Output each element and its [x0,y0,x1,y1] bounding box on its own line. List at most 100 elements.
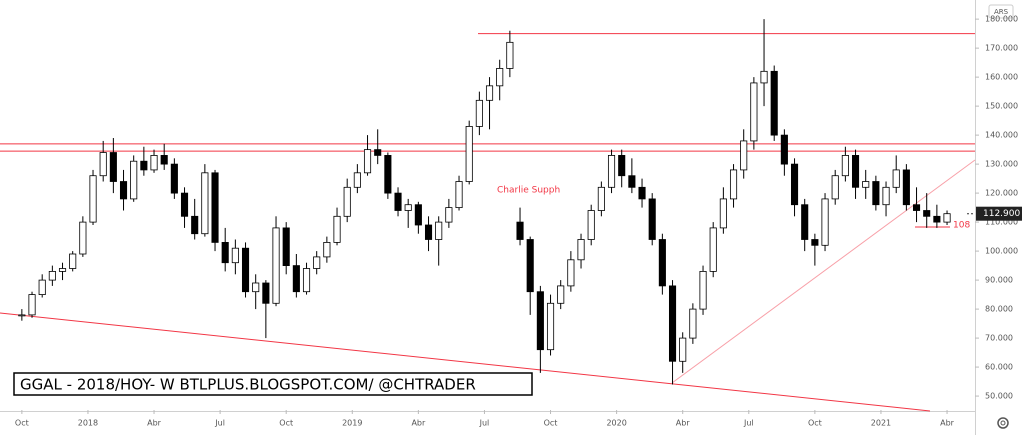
candle-body [48,271,56,281]
trend-line [671,159,976,384]
candle-body [760,70,768,84]
candle-body [69,253,77,269]
candle-body [424,224,433,240]
y-tick-label: 160.000 [985,73,1018,82]
candle-body [313,256,321,269]
candle-body [455,181,463,209]
settings-icon[interactable] [997,417,1009,429]
candle-body [282,227,290,267]
candle-body [770,70,778,136]
candle-body [58,268,67,272]
candle-body [496,68,504,87]
candle-body [28,294,36,316]
candle-body [587,210,595,240]
candle-body [923,210,931,217]
candle-body [435,221,443,240]
candle-body [231,247,239,264]
x-tick-label: Jul [214,419,225,428]
candle-body [933,215,941,223]
candle-body [679,337,687,362]
settings-gear[interactable] [997,417,1009,429]
y-tick-label: 50.000 [985,392,1013,401]
candle-body [658,239,666,287]
candle-body [729,169,738,200]
candle-body [109,152,117,182]
candle-body [384,155,392,194]
candle-body [38,279,46,295]
y-tick-label: 140.000 [985,131,1018,140]
candle-body [668,285,677,362]
x-tick-label: Oct [279,419,293,428]
candle-body [140,160,148,171]
y-tick-label: 110.000 [985,218,1018,227]
candle-body [892,169,900,188]
x-tick-label: Oct [15,419,29,428]
candle-body [618,155,626,177]
candle-body [191,215,199,235]
candle-body [465,126,473,182]
x-tick-label: Abr [940,419,955,428]
candle-body [394,192,402,211]
candle-body [211,172,219,243]
candle-body [536,291,544,351]
candle-body [567,259,575,287]
x-tick-label: Oct [544,419,558,428]
candle-body [546,302,555,351]
candle-body [862,181,870,188]
currency: ARS [994,8,1009,16]
candle-body [475,99,483,127]
candle-body [201,172,209,235]
candle-body [119,181,128,200]
candle-body [414,204,422,226]
candle-body [89,175,97,223]
candle-body [404,204,412,211]
candle-body [811,239,819,246]
candle-body [821,198,829,246]
x-tick-label: 2020 [606,419,626,428]
candle-body [912,204,921,211]
candle-body [851,155,860,188]
candle-body [353,172,361,188]
y-tick-label: 80.000 [985,305,1013,314]
candle-body [841,155,849,177]
candle-body [597,186,605,211]
candle-body [902,169,910,206]
x-tick-label: Abr [676,419,691,428]
candle-body [740,140,748,171]
candle-body [506,41,514,69]
settings-gear-center[interactable] [1000,420,1006,426]
candle-body [130,160,138,200]
x-tick-label: Oct [808,419,822,428]
candle-body [272,227,280,304]
y-tick-label: 90.000 [985,276,1013,285]
support-label: 108 [953,221,970,231]
y-tick-label: 120.000 [985,189,1018,198]
candle-body [577,239,585,261]
last-price-box [976,206,1022,221]
y-tick-label: 70.000 [985,334,1013,343]
candle-body [801,204,809,240]
last-price-label: 112.900 [983,209,1020,219]
candle-body [170,163,178,194]
candle-body [485,85,494,101]
candle-body [780,134,788,165]
candle-body [99,152,107,177]
candle-body [790,163,799,206]
x-tick-label: Jul [743,419,754,428]
candle-body [262,282,270,304]
candle-body [302,268,311,293]
candle-body [18,314,26,317]
y-tick-label: 180.000 [985,15,1018,24]
candle-body [79,221,87,255]
candle-body [526,239,534,293]
candle-body [750,82,758,142]
candle-body [445,207,453,223]
x-tick-label: Jul [479,419,490,428]
candle-body [516,221,524,240]
candle-body [252,282,260,293]
candle-body [638,186,646,200]
candle-body [333,215,341,243]
currency-box [988,4,1014,19]
candle-body [374,149,382,156]
